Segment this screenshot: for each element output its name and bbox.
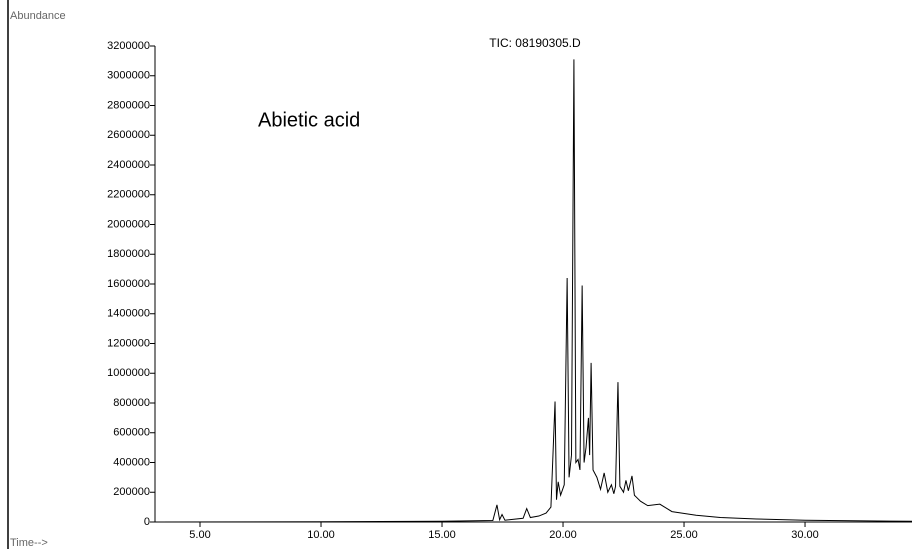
chart-title: TIC: 08190305.D: [489, 36, 581, 50]
x-tick-label: 30.00: [791, 529, 819, 541]
y-tick-label: 2800000: [107, 99, 150, 111]
x-tick-label: 15.00: [428, 529, 456, 541]
x-tick-label: 5.00: [189, 529, 210, 541]
y-tick-label: 0: [144, 516, 150, 528]
y-tick-label: 3200000: [107, 40, 150, 52]
y-tick-label: 2600000: [107, 129, 150, 141]
y-tick-label: 600000: [113, 427, 150, 439]
y-tick-label: 1800000: [107, 248, 150, 260]
y-tick-label: 800000: [113, 397, 150, 409]
x-axis-label: Time-->: [10, 537, 48, 549]
y-axis-label: Abundance: [10, 10, 66, 22]
y-tick-label: 400000: [113, 456, 150, 468]
y-tick-label: 1000000: [107, 367, 150, 379]
x-tick-label: 20.00: [549, 529, 577, 541]
x-tick-label: 25.00: [670, 529, 698, 541]
y-tick-label: 2400000: [107, 159, 150, 171]
y-tick-label: 1600000: [107, 278, 150, 290]
x-tick-label: 10.00: [307, 529, 335, 541]
y-tick-label: 2000000: [107, 218, 150, 230]
y-tick-label: 3000000: [107, 70, 150, 82]
y-tick-label: 2200000: [107, 189, 150, 201]
y-tick-label: 200000: [113, 486, 150, 498]
annotation: Abietic acid: [258, 109, 360, 131]
y-tick-label: 1200000: [107, 337, 150, 349]
chromatogram-line: [154, 59, 912, 523]
y-tick-label: 1400000: [107, 308, 150, 320]
